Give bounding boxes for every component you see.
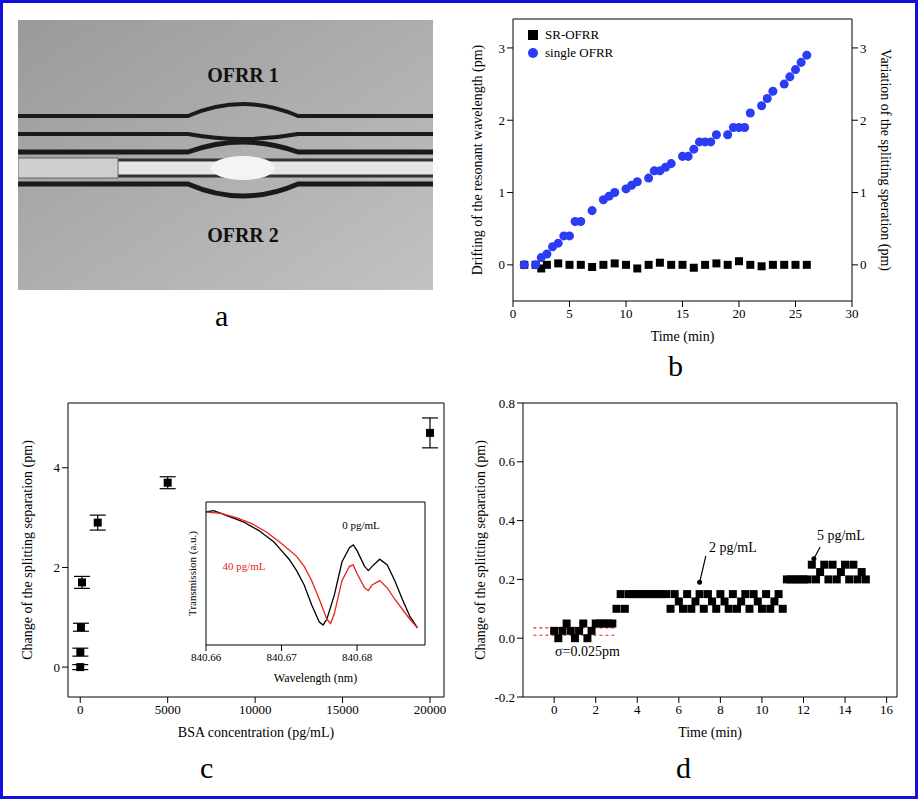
svg-text:1: 1: [499, 185, 506, 200]
svg-text:16: 16: [880, 702, 894, 717]
svg-text:BSA concentration (pg/mL): BSA concentration (pg/mL): [178, 725, 335, 741]
svg-text:840.68: 840.68: [342, 651, 373, 663]
svg-text:1: 1: [860, 185, 867, 200]
svg-text:-0.2: -0.2: [494, 690, 515, 705]
svg-text:0: 0: [860, 257, 867, 272]
svg-text:25: 25: [789, 306, 802, 321]
svg-text:14: 14: [839, 702, 853, 717]
svg-text:2: 2: [54, 560, 61, 575]
svg-text:10: 10: [755, 702, 768, 717]
svg-text:20: 20: [733, 306, 746, 321]
svg-text:0.2: 0.2: [499, 572, 515, 587]
svg-text:5: 5: [566, 306, 573, 321]
html-text:c: c: [200, 751, 214, 784]
html-text:SR-OFRR: SR-OFRR: [545, 27, 600, 42]
svg-text:0: 0: [551, 702, 558, 717]
svg-text:Change of the splitting separa: Change of the splitting separation (pm): [20, 440, 36, 660]
svg-text:Time (min): Time (min): [678, 725, 742, 741]
svg-text:4: 4: [54, 460, 61, 475]
svg-text:15: 15: [676, 306, 689, 321]
svg-text:5 pg/mL: 5 pg/mL: [817, 528, 865, 543]
html-text:single OFRR: single OFRR: [545, 45, 614, 60]
svg-text:840.67: 840.67: [266, 651, 297, 663]
svg-text:Variation of the splitting spe: Variation of the splitting speration (pm…: [877, 49, 893, 271]
svg-text:Change of the splitting separa: Change of the splitting separation (pm): [473, 440, 489, 660]
svg-text:10: 10: [620, 306, 633, 321]
svg-text:0.8: 0.8: [499, 396, 515, 411]
svg-text:2: 2: [499, 113, 506, 128]
html-text:b: b: [668, 349, 683, 382]
svg-text:Transmission (a.u.): Transmission (a.u.): [186, 531, 199, 616]
html-text:d: d: [676, 751, 691, 784]
svg-text:3: 3: [499, 41, 506, 56]
svg-text:0: 0: [54, 660, 61, 675]
svg-text:OFRR 2: OFRR 2: [207, 224, 279, 246]
html-text:0 pg/mL: 0 pg/mL: [342, 519, 380, 531]
svg-text:Time (min): Time (min): [651, 329, 715, 345]
svg-text:0: 0: [510, 306, 517, 321]
svg-text:0.0: 0.0: [499, 631, 515, 646]
svg-text:840.66: 840.66: [191, 651, 222, 663]
svg-text:2 pg/mL: 2 pg/mL: [709, 540, 757, 555]
svg-text:12: 12: [797, 702, 810, 717]
svg-text:3: 3: [860, 41, 867, 56]
svg-text:6: 6: [676, 702, 683, 717]
html-text:a: a: [215, 299, 229, 332]
svg-text:8: 8: [717, 702, 724, 717]
svg-text:0.6: 0.6: [499, 454, 516, 469]
html-text:40 pg/mL: 40 pg/mL: [222, 560, 266, 572]
svg-text:Drifting of the resonant wavel: Drifting of the resonant wavelength (pm): [470, 44, 486, 275]
svg-text:Wavelength (nm): Wavelength (nm): [274, 671, 357, 685]
svg-text:10000: 10000: [239, 702, 272, 717]
svg-text:20000: 20000: [414, 702, 447, 717]
svg-text:OFRR 1: OFRR 1: [207, 64, 279, 86]
svg-text:2: 2: [860, 113, 867, 128]
svg-text:0.4: 0.4: [499, 513, 516, 528]
svg-text:0: 0: [77, 702, 84, 717]
svg-text:5000: 5000: [155, 702, 181, 717]
svg-text:2: 2: [592, 702, 599, 717]
svg-text:30: 30: [846, 306, 859, 321]
svg-text:4: 4: [634, 702, 641, 717]
svg-text:0: 0: [499, 257, 506, 272]
svg-text:σ=0.025pm: σ=0.025pm: [555, 644, 620, 659]
svg-text:15000: 15000: [326, 702, 359, 717]
